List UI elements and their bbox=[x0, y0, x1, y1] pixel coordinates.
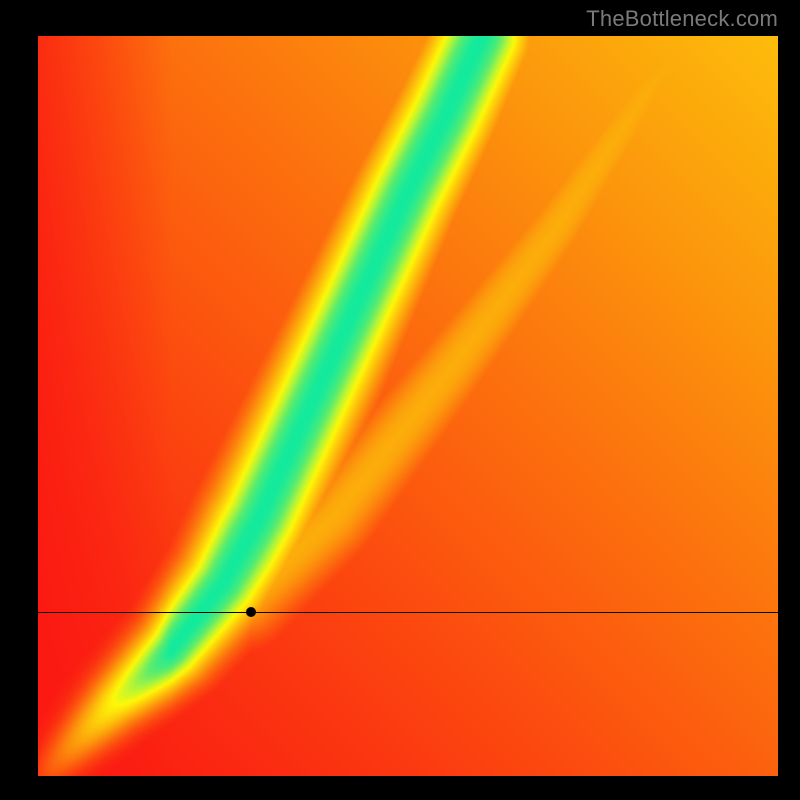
crosshair-vertical bbox=[251, 776, 252, 800]
watermark-text: TheBottleneck.com bbox=[586, 6, 778, 32]
crosshair-horizontal bbox=[38, 612, 778, 613]
root-container: TheBottleneck.com bbox=[0, 0, 800, 800]
crosshair-marker bbox=[246, 607, 256, 617]
heatmap-canvas bbox=[38, 36, 778, 776]
chart-area bbox=[38, 36, 778, 776]
